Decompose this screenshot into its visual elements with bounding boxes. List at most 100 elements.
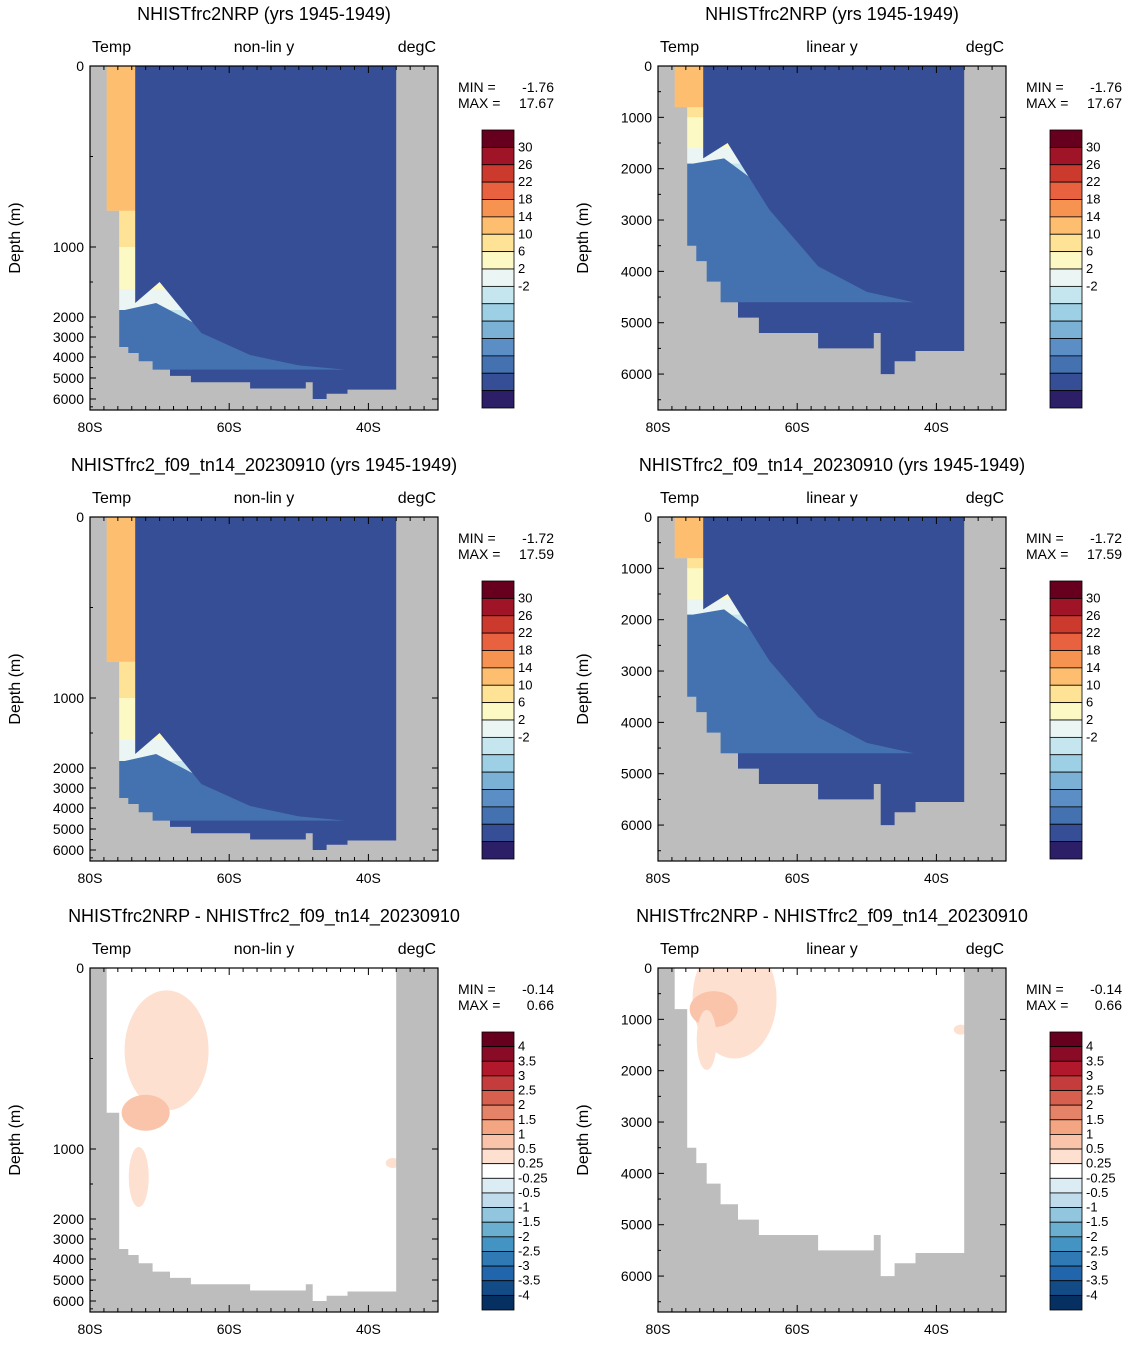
y-tick-label: 6000 <box>621 1268 652 1284</box>
y-tick-label: 4000 <box>53 800 84 816</box>
colorbar-label: 2.5 <box>518 1083 536 1098</box>
right-label: degC <box>398 941 436 958</box>
colorbar-swatch <box>481 1046 515 1062</box>
colorbar-swatch <box>481 667 515 686</box>
colorbar-label: -4 <box>1086 1287 1098 1302</box>
colorbar-swatch <box>481 1163 515 1179</box>
colorbar-swatch <box>1049 1192 1083 1208</box>
x-tick-label: 80S <box>646 870 671 886</box>
min-label: MIN = <box>458 981 496 997</box>
colorbar-swatch <box>1049 754 1083 773</box>
colorbar-label: 10 <box>1086 226 1100 241</box>
colorbar-label: -0.25 <box>1086 1170 1116 1185</box>
y-tick-label: 3000 <box>53 329 84 345</box>
center-label: non-lin y <box>234 490 294 507</box>
plot-frame <box>657 967 1007 1313</box>
y-tick-label: 0 <box>76 509 84 525</box>
colorbar-label: -2 <box>1086 278 1098 293</box>
colorbar-swatch <box>481 1104 515 1121</box>
y-tick-label: 4000 <box>621 1165 652 1181</box>
max-label: MAX = <box>458 546 500 562</box>
colorbar-swatch <box>1049 806 1083 825</box>
y-tick-label: 3000 <box>53 780 84 796</box>
colorbar-label: 10 <box>1086 677 1100 692</box>
min-value: -0.14 <box>1090 981 1122 997</box>
colorbar-swatch <box>481 303 515 322</box>
colorbar-swatch <box>1049 199 1083 218</box>
colorbar-label: 3.5 <box>518 1053 536 1068</box>
left-label: Temp <box>660 39 699 56</box>
land-mask <box>658 968 1006 1312</box>
chart-title: NHISTfrc2NRP (yrs 1945-1949) <box>137 4 391 24</box>
colorbar-swatch <box>1049 736 1083 756</box>
y-tick-label: 4000 <box>621 714 652 730</box>
colorbar-label: -2.5 <box>1086 1243 1108 1258</box>
colorbar-swatch <box>481 1221 515 1238</box>
colorbar-label: 14 <box>1086 660 1100 675</box>
colorbar-swatch <box>1049 216 1083 235</box>
colorbar-swatch <box>481 164 515 183</box>
colorbar-swatch <box>481 632 515 651</box>
colorbar-label: 2 <box>1086 712 1093 727</box>
panel-4: NHISTfrc2_f09_tn14_20230910 (yrs 1945-19… <box>575 455 1122 886</box>
colorbar-label: 1.5 <box>518 1112 536 1127</box>
panel-6: NHISTfrc2NRP - NHISTfrc2_f09_tn14_202309… <box>575 906 1122 1337</box>
colorbar-swatch <box>1049 823 1083 843</box>
x-tick-label: 40S <box>356 1321 381 1337</box>
colorbar-label: 22 <box>1086 625 1100 640</box>
colorbar-label: 22 <box>518 174 532 189</box>
colorbar-swatch <box>1049 1119 1083 1135</box>
colorbar-swatch <box>1049 390 1083 409</box>
x-tick-label: 60S <box>785 419 810 435</box>
colorbar-label: -3 <box>1086 1258 1098 1273</box>
right-label: degC <box>966 490 1004 507</box>
colorbar-label: 30 <box>1086 590 1100 605</box>
max-label: MAX = <box>1026 95 1068 111</box>
colorbar-label: 26 <box>518 157 532 172</box>
colorbar-swatch <box>1049 1207 1083 1223</box>
max-label: MAX = <box>1026 997 1068 1013</box>
colorbar-swatch <box>481 216 515 235</box>
chart-title: NHISTfrc2NRP - NHISTfrc2_f09_tn14_202309… <box>68 906 460 927</box>
colorbar-label: 2 <box>518 712 525 727</box>
y-tick-label: 6000 <box>621 817 652 833</box>
x-tick-label: 60S <box>217 1321 242 1337</box>
right-label: degC <box>966 39 1004 56</box>
colorbar-swatch <box>481 597 515 617</box>
colorbar-swatch <box>481 1090 515 1106</box>
colorbar-label: -0.5 <box>1086 1185 1108 1200</box>
y-tick-label: 6000 <box>53 1293 84 1309</box>
colorbar-swatch <box>1049 355 1083 374</box>
colorbar-label: -2 <box>518 729 530 744</box>
x-tick-label: 80S <box>78 1321 103 1337</box>
colorbar-swatch <box>481 1251 515 1267</box>
colorbar-swatch <box>481 268 515 287</box>
colorbar-swatch <box>1049 841 1083 860</box>
plot-frame <box>657 516 1007 862</box>
y-tick-label: 2000 <box>53 309 84 325</box>
y-tick-label: 3000 <box>621 212 652 228</box>
colorbar-label: -3.5 <box>1086 1273 1108 1288</box>
colorbar-swatch <box>1049 1075 1083 1091</box>
left-label: Temp <box>92 39 131 56</box>
colorbar-swatch <box>1049 597 1083 617</box>
colorbar-label: -4 <box>518 1287 530 1302</box>
colorbar-swatch <box>481 650 515 669</box>
y-tick-label: 5000 <box>621 315 652 331</box>
land-mask <box>90 968 438 1312</box>
max-value: 17.67 <box>1087 95 1122 111</box>
y-axis-label: Depth (m) <box>7 202 24 273</box>
temp-band-9 <box>90 66 438 410</box>
colorbar-label: -1.5 <box>518 1214 540 1229</box>
colorbar-label: -1 <box>1086 1200 1098 1215</box>
panel-2: NHISTfrc2NRP (yrs 1945-1949) Temp linear y… <box>575 4 1122 435</box>
data-field <box>658 517 1006 861</box>
colorbar-swatch <box>1049 667 1083 686</box>
colorbar-swatch <box>481 1265 515 1282</box>
y-tick-label: 6000 <box>621 366 652 382</box>
colorbar-swatch <box>1049 1031 1083 1048</box>
colorbar-label: -2 <box>518 278 530 293</box>
colorbar-swatch <box>1049 1104 1083 1121</box>
colorbar-label: 30 <box>1086 139 1100 154</box>
center-label: linear y <box>806 39 858 56</box>
